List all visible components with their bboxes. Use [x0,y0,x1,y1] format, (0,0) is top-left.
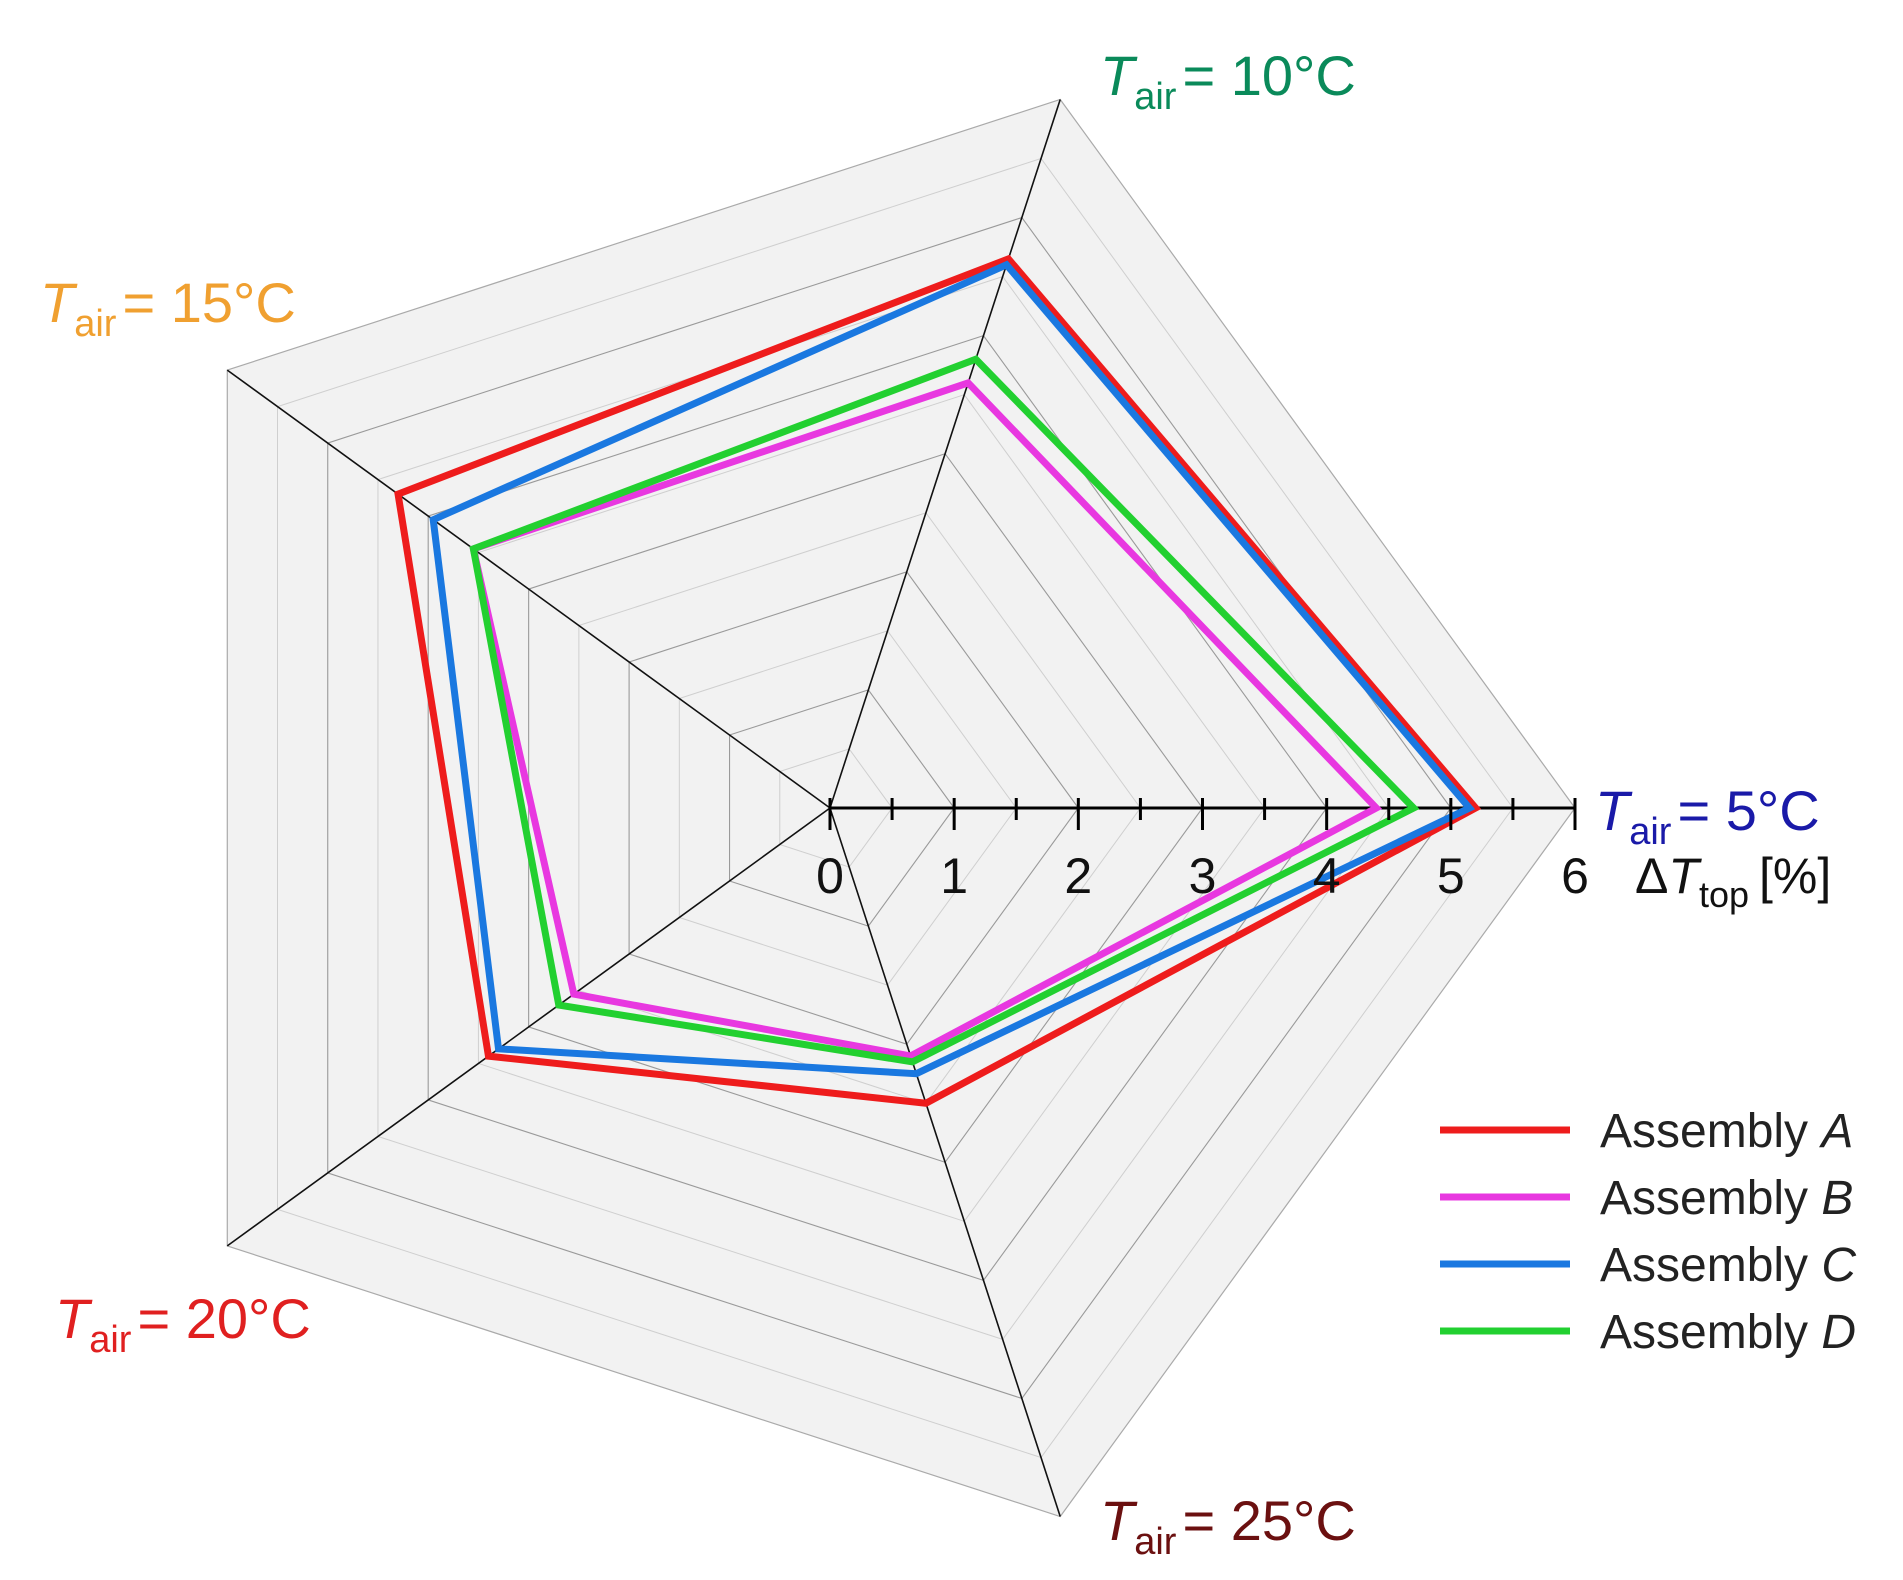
legend-label-c: Assembly C [1600,1239,1856,1292]
grid-ring-5 [327,216,1452,1400]
axis-spoke-2 [226,369,831,809]
tick-label-0: 0 [816,848,844,904]
grid-ring-2 [628,571,1080,1045]
grid-ring-4 [427,334,1328,1282]
category-label-1: Tair = 10°C [1100,44,1356,118]
axis-spoke-4 [829,807,1061,1517]
legend-label-d: Assembly D [1600,1306,1856,1359]
radial-axis-title: ΔTtop [%] [1635,848,1831,915]
series-a-line [394,254,1482,1107]
tick-label-3: 3 [1189,848,1217,904]
radial-axis-ticks: 0 1 2 3 4 5 6 ΔTtop [%] [816,798,1831,915]
radar-series [394,254,1482,1107]
tick-label-5: 5 [1437,848,1465,904]
axis-spoke-1 [829,99,1061,809]
category-label-3: Tair = 20°C [55,1287,311,1361]
grid-ring-minor [477,394,1266,1222]
tick-label-4: 4 [1313,848,1341,904]
series-c-line [429,260,1476,1078]
legend-label-b: Assembly B [1600,1172,1853,1225]
tick-label-2: 2 [1064,848,1092,904]
grid-ring-minor [377,276,1390,1340]
legend-label-a: Assembly A [1600,1105,1853,1158]
tick-label-1: 1 [940,848,968,904]
category-label-0: Tair = 5°C [1595,779,1820,853]
axis-spoke-3 [226,807,831,1247]
category-label-2: Tair = 15°C [40,271,296,345]
tick-label-6: 6 [1561,848,1589,904]
grid-ring-minor [779,748,893,868]
category-label-4: Tair = 25°C [1100,1489,1356,1563]
grid-ring-1 [728,689,955,927]
legend: Assembly A Assembly B Assembly C Assembly D [1440,1105,1856,1359]
category-labels: Tair = 5°C Tair = 10°C Tair = 15°C Tair = 20°C T… [40,44,1820,1563]
grid-ring-minor [277,157,1514,1459]
series-b-line [469,378,1383,1060]
series-d-line [469,355,1420,1066]
grid-ring-minor [678,630,1017,986]
